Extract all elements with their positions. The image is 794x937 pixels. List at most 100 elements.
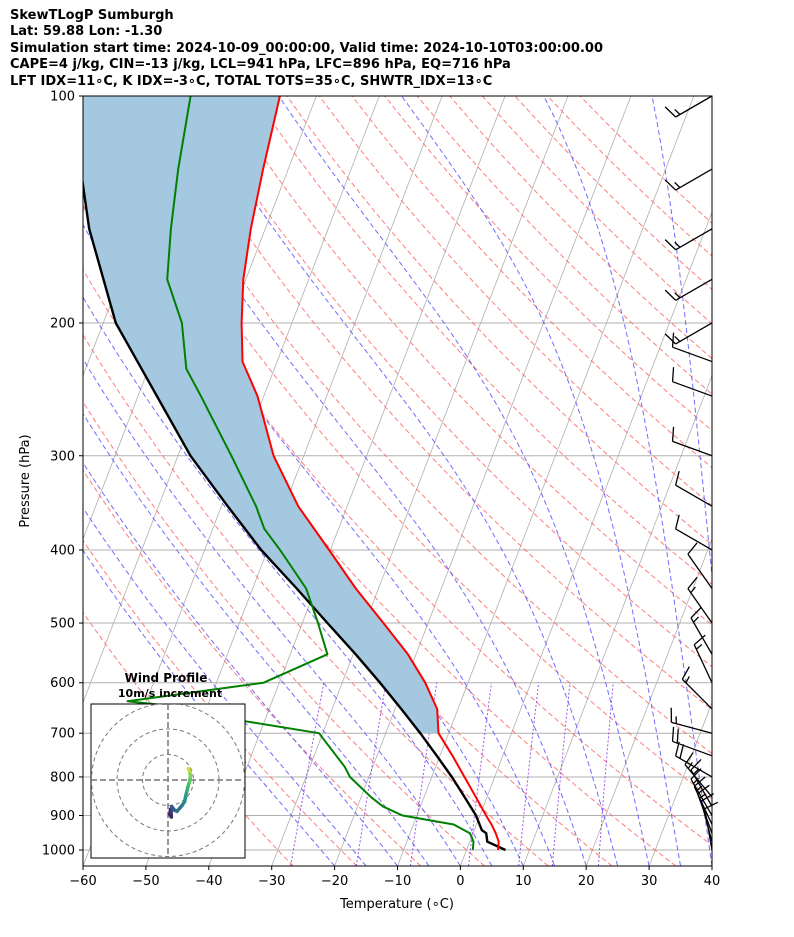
dry-adiabat [83, 268, 613, 866]
wind-barb [664, 95, 713, 118]
dry-adiabat [83, 334, 549, 866]
wind-barb-staff [675, 755, 713, 778]
wind-barb-staff [675, 484, 713, 507]
wind-barb [670, 707, 713, 734]
y-tick-label: 600 [50, 676, 75, 691]
wind-barb [674, 470, 713, 507]
y-tick-label: 200 [50, 316, 75, 331]
chart-header: SkewTLogP Sumburgh Lat: 59.88 Lon: -1.30… [10, 8, 603, 90]
wind-barb [664, 168, 713, 191]
wind-barb-staff [684, 764, 713, 798]
wind-barb-staff [690, 778, 713, 816]
isotherm--30 [271, 96, 569, 866]
wind-barb-flag [676, 728, 679, 744]
hodograph-inset: Wind Profile 10m/s increment [90, 671, 246, 859]
x-tick-label: −60 [69, 874, 96, 889]
dry-adiabat [83, 469, 422, 866]
wind-barb-staff [687, 588, 713, 624]
location-label: Lat: 59.88 Lon: -1.30 [10, 24, 163, 40]
hodograph-trace [186, 766, 191, 772]
y-tick-label: 300 [50, 449, 75, 464]
wind-barb-staff [675, 95, 713, 118]
mixing-ratio-line [290, 682, 325, 866]
hodograph-subtitle: 10m/s increment [118, 687, 222, 700]
moist-adiabat [83, 549, 335, 866]
isotherm-10 [522, 374, 712, 866]
mixing-ratio-line [551, 682, 571, 866]
wind-barb-flag [671, 367, 675, 382]
moist-adiabat [83, 358, 461, 866]
moist-adiabat [83, 506, 367, 866]
stability-indices-2: LFT IDX=11∘C, K IDX=-3∘C, TOTAL TOTS=35∘… [10, 73, 493, 89]
moist-adiabat [186, 96, 619, 866]
mixing-ratio-line [518, 682, 540, 866]
dry-adiabat [351, 96, 712, 469]
y-tick-label: 700 [50, 727, 75, 742]
isotherm-20 [585, 537, 712, 866]
dry-adiabat [156, 96, 712, 711]
profile-lines-layer [83, 96, 506, 852]
dewpoint-line [126, 96, 475, 851]
wind-barb-flag [674, 514, 680, 530]
wind-barb-flag [671, 332, 675, 348]
wind-barb [687, 542, 713, 589]
wind-barb-flag [664, 289, 677, 301]
wind-barb-flag [687, 576, 698, 590]
wind-barb-flag [674, 470, 680, 486]
wind-barb [664, 278, 713, 301]
wind-barb-staff [672, 440, 713, 457]
wind-barb [674, 741, 713, 778]
mixing-ratio-line [409, 682, 438, 866]
wind-barb-flag [693, 634, 706, 646]
wind-barb-flag [690, 759, 702, 771]
mixing-ratio-line [597, 682, 614, 866]
isotherm-0 [460, 210, 712, 866]
moist-adiabat [116, 96, 587, 866]
y-tick-label: 500 [50, 617, 75, 632]
wind-barb-staff [672, 740, 713, 757]
wind-barb-half-flag [674, 108, 681, 115]
chart-title: SkewTLogP Sumburgh [10, 8, 174, 23]
wind-barb-flag [679, 744, 685, 759]
wind-barb-half-flag [693, 616, 700, 623]
temperature-line [240, 96, 500, 851]
mixing-ratio-line [468, 682, 492, 866]
isotherm--20 [334, 96, 632, 866]
isotherm-30 [648, 701, 712, 866]
x-tick-label: −50 [132, 874, 159, 889]
wind-barb [690, 606, 713, 655]
wind-barb-staff [672, 381, 713, 397]
dry-adiabat [416, 96, 712, 395]
x-tick-label: 10 [515, 874, 532, 889]
isotherm--40 [208, 96, 506, 866]
wind-barb-flag [671, 726, 675, 742]
wind-barb-half-flag [674, 292, 681, 299]
time-label: Simulation start time: 2024-10-09_00:00:… [10, 40, 603, 56]
dry-adiabat [90, 96, 712, 800]
moist-adiabat [83, 412, 430, 866]
dry-adiabat [188, 96, 712, 668]
wind-barb-staff [672, 346, 713, 363]
parcel-line [83, 176, 506, 852]
y-tick-label: 900 [50, 809, 75, 824]
cape-fill-layer [83, 96, 439, 734]
wind-barb [671, 332, 713, 363]
dry-adiabat [481, 96, 712, 325]
moist-adiabat [83, 296, 493, 866]
dry-adiabat [253, 96, 712, 585]
wind-barb-staff [693, 786, 713, 825]
wind-barb-flag [681, 666, 690, 680]
isotherm--120 [0, 96, 2, 866]
dry-adiabat [123, 96, 712, 755]
wind-barb-flag [697, 784, 710, 795]
moist-adiabat [543, 96, 712, 866]
wind-barb-staff [675, 278, 713, 301]
wind-barb-staff [675, 528, 713, 551]
x-tick-label: 20 [578, 874, 595, 889]
wind-barb [664, 228, 713, 251]
wind-barb-staff [675, 322, 713, 345]
dry-adiabat [221, 96, 712, 626]
axes-layer: −60 −50 −40 −30 −20 −10 0 10 20 30 40 1000 900 800 700… [42, 90, 720, 890]
wind-barb-half-flag [698, 793, 706, 799]
